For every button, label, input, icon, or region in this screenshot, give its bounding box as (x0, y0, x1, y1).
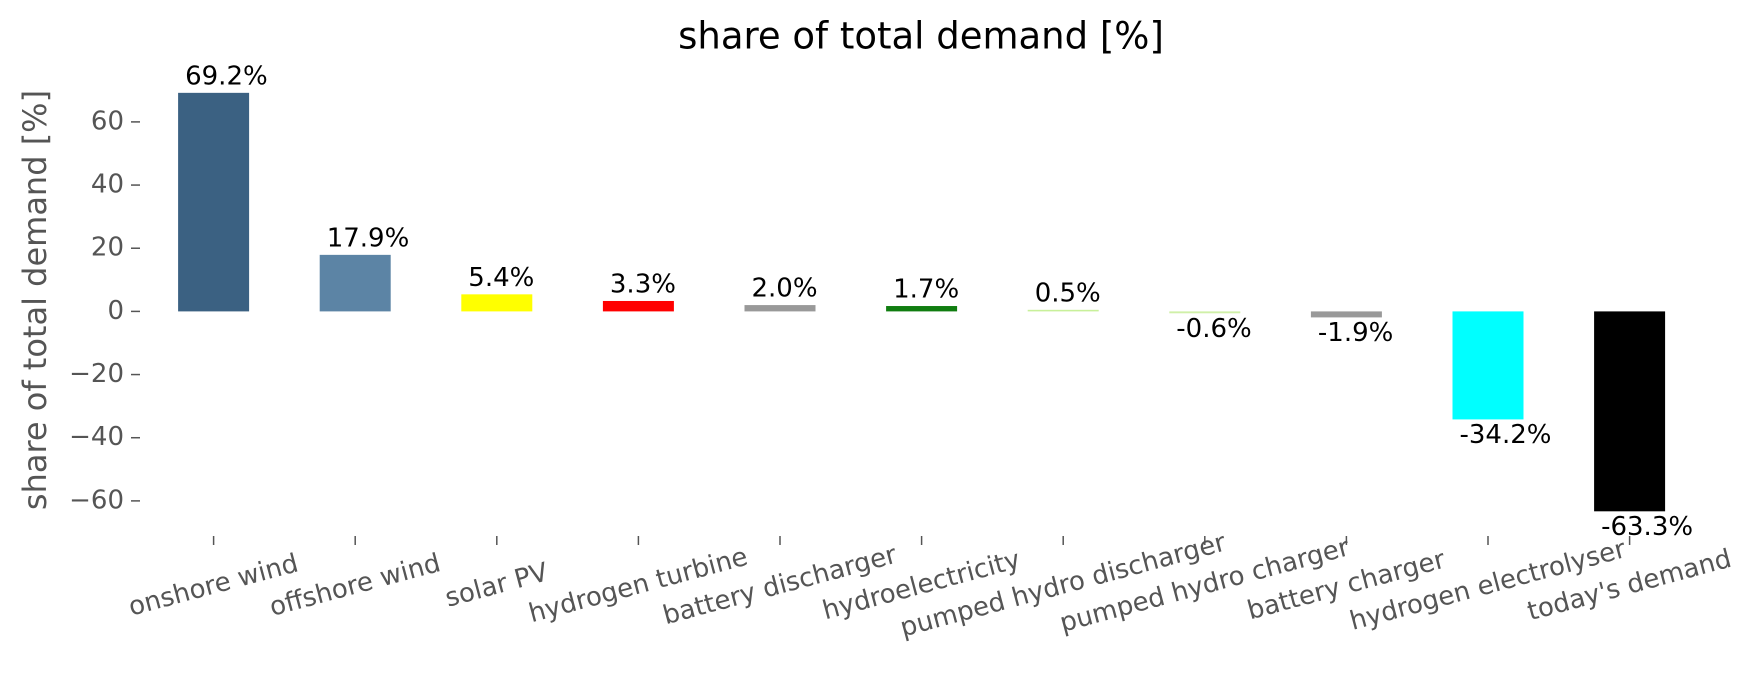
chart-title: share of total demand [%] (678, 15, 1164, 58)
bar (1452, 311, 1524, 420)
value-label: 69.2% (185, 61, 268, 91)
bar (602, 300, 674, 312)
bar (744, 305, 816, 312)
value-label: 5.4% (468, 263, 534, 293)
bar (1594, 311, 1666, 512)
value-label: 17.9% (327, 223, 410, 253)
bar (886, 306, 958, 312)
value-label: -34.2% (1460, 420, 1552, 450)
y-tick-label: 60 (91, 106, 124, 136)
y-tick-label: 40 (91, 170, 124, 200)
y-tick-label: −60 (69, 485, 124, 515)
value-label: -0.6% (1176, 314, 1251, 344)
bar (178, 92, 250, 312)
y-tick-label: −20 (69, 359, 124, 389)
y-tick-label: −40 (69, 422, 124, 452)
value-label: 3.3% (610, 269, 676, 299)
value-label: 2.0% (752, 274, 818, 304)
value-label: -1.9% (1318, 318, 1393, 348)
bar (1169, 311, 1241, 314)
bar (461, 294, 533, 312)
value-label: 1.7% (893, 275, 959, 305)
y-axis-label: share of total demand [%] (16, 90, 54, 510)
y-tick-label: 0 (107, 296, 124, 326)
bar (1310, 311, 1382, 318)
bar (1027, 309, 1099, 312)
y-tick-label: 20 (91, 233, 124, 263)
value-label: -63.3% (1601, 512, 1693, 542)
value-label: 0.5% (1035, 278, 1101, 308)
bar (319, 254, 391, 312)
